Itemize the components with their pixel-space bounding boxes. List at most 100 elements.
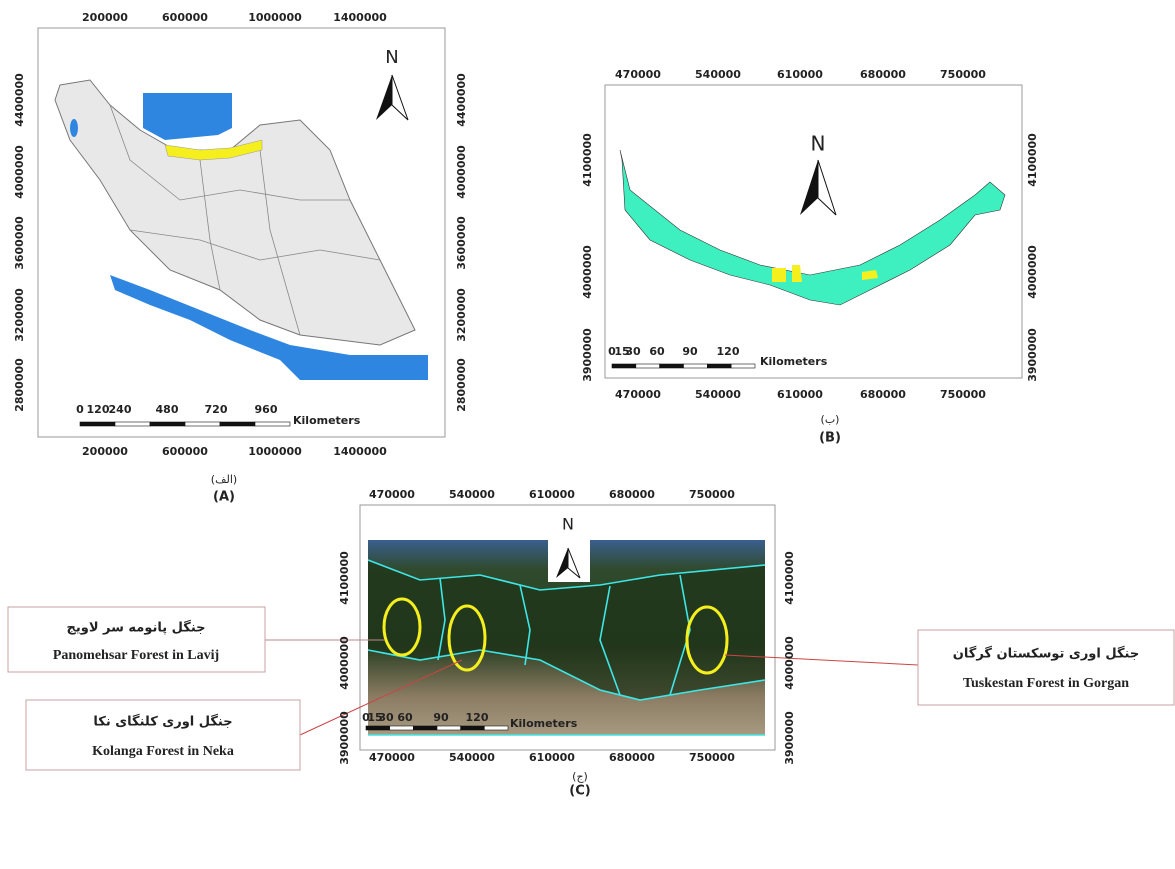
y-tick-label: 4000000 bbox=[581, 245, 594, 299]
scale-bar bbox=[80, 422, 115, 426]
y-tick-label: 3600000 bbox=[13, 216, 26, 270]
x-tick-label: 1400000 bbox=[333, 11, 387, 24]
y-tick-label: 4100000 bbox=[338, 551, 351, 605]
scale-bar bbox=[185, 422, 220, 426]
scale-bar bbox=[731, 364, 755, 368]
y-tick-label: 4000000 bbox=[338, 636, 351, 690]
scale-label: 90 bbox=[433, 711, 449, 724]
x-tick-label: 1000000 bbox=[248, 445, 302, 458]
x-tick-label: 680000 bbox=[860, 388, 906, 401]
country bbox=[55, 80, 415, 345]
scale-unit: Kilometers bbox=[293, 414, 361, 427]
scale-label: 120 bbox=[87, 403, 110, 416]
study-area bbox=[792, 265, 802, 282]
x-tick-label: 610000 bbox=[529, 751, 575, 764]
study-area bbox=[772, 268, 786, 282]
y-tick-label: 4100000 bbox=[1026, 133, 1039, 187]
y-tick-label: 4000000 bbox=[455, 145, 468, 199]
x-tick-label: 540000 bbox=[449, 751, 495, 764]
scale-bar bbox=[612, 364, 636, 368]
scale-bar bbox=[150, 422, 185, 426]
x-tick-label: 610000 bbox=[529, 488, 575, 501]
scale-label: 0 bbox=[76, 403, 84, 416]
caption-en: (B) bbox=[819, 431, 841, 446]
y-tick-label: 3200000 bbox=[455, 288, 468, 342]
scale-bar bbox=[115, 422, 150, 426]
caption-fa: (ب) bbox=[821, 413, 840, 426]
sea bbox=[143, 93, 232, 140]
y-tick-label: 2800000 bbox=[455, 358, 468, 412]
scale-label: 60 bbox=[649, 345, 665, 358]
x-tick-label: 750000 bbox=[689, 488, 735, 501]
x-tick-label: 540000 bbox=[695, 388, 741, 401]
scale-label: 90 bbox=[682, 345, 698, 358]
y-tick-label: 4000000 bbox=[1026, 245, 1039, 299]
figure: N N N جنگل پانومه سر لاویج Panomehsar Fo… bbox=[0, 0, 1175, 865]
x-tick-label: 540000 bbox=[449, 488, 495, 501]
north-arrow bbox=[376, 75, 392, 120]
scale-label: 60 bbox=[397, 711, 413, 724]
callout-box bbox=[918, 630, 1174, 705]
x-tick-label: 750000 bbox=[940, 68, 986, 81]
scale-label: 480 bbox=[156, 403, 179, 416]
north-arrow bbox=[392, 75, 408, 120]
scale-bar bbox=[413, 726, 437, 730]
y-tick-label: 4100000 bbox=[581, 133, 594, 187]
x-tick-label: 680000 bbox=[609, 488, 655, 501]
callout-fa: جنگل اوری کلنگای نکا bbox=[93, 714, 232, 730]
y-tick-label: 3900000 bbox=[1026, 328, 1039, 382]
scale-bar bbox=[220, 422, 255, 426]
y-tick-label: 3900000 bbox=[783, 711, 796, 765]
callout-fa: جنگل اوری توسکستان گرگان bbox=[953, 646, 1139, 662]
x-tick-label: 610000 bbox=[777, 68, 823, 81]
north-label: N bbox=[811, 132, 826, 156]
y-tick-label: 4400000 bbox=[455, 73, 468, 127]
x-tick-label: 680000 bbox=[860, 68, 906, 81]
callout-box bbox=[26, 700, 300, 770]
callout-en: Panomehsar Forest in Lavij bbox=[53, 648, 219, 663]
scale-label: 30 bbox=[625, 345, 641, 358]
caption-en: (C) bbox=[569, 784, 590, 799]
x-tick-label: 1000000 bbox=[248, 11, 302, 24]
scale-label: 960 bbox=[255, 403, 278, 416]
x-tick-label: 750000 bbox=[940, 388, 986, 401]
scale-label: 720 bbox=[205, 403, 228, 416]
scale-label: 30 bbox=[378, 711, 394, 724]
scale-bar bbox=[390, 726, 414, 730]
callout-en: Tuskestan Forest in Gorgan bbox=[963, 676, 1129, 691]
x-tick-label: 600000 bbox=[162, 11, 208, 24]
scale-unit: Kilometers bbox=[760, 355, 828, 368]
x-tick-label: 1400000 bbox=[333, 445, 387, 458]
scale-label: 120 bbox=[717, 345, 740, 358]
province bbox=[620, 150, 1005, 305]
scale-label: 120 bbox=[466, 711, 489, 724]
y-tick-label: 4000000 bbox=[13, 145, 26, 199]
north-arrow bbox=[800, 160, 818, 215]
north-label: N bbox=[562, 515, 574, 534]
scale-bar bbox=[437, 726, 461, 730]
x-tick-label: 610000 bbox=[777, 388, 823, 401]
scale-bar bbox=[636, 364, 660, 368]
y-tick-label: 3900000 bbox=[338, 711, 351, 765]
scale-bar bbox=[255, 422, 290, 426]
scale-bar bbox=[684, 364, 708, 368]
y-tick-label: 4100000 bbox=[783, 551, 796, 605]
north-label: N bbox=[385, 47, 398, 68]
y-tick-label: 2800000 bbox=[13, 358, 26, 412]
lake bbox=[70, 119, 78, 137]
x-tick-label: 600000 bbox=[162, 445, 208, 458]
y-tick-label: 4000000 bbox=[783, 636, 796, 690]
x-tick-label: 470000 bbox=[369, 751, 415, 764]
x-tick-label: 470000 bbox=[615, 68, 661, 81]
y-tick-label: 3600000 bbox=[455, 216, 468, 270]
caption-en: (A) bbox=[213, 490, 235, 505]
scale-bar bbox=[484, 726, 508, 730]
x-tick-label: 540000 bbox=[695, 68, 741, 81]
north-arrow bbox=[818, 160, 836, 215]
callout-en: Kolanga Forest in Neka bbox=[92, 744, 234, 759]
y-tick-label: 3200000 bbox=[13, 288, 26, 342]
scale-bar bbox=[366, 726, 390, 730]
x-tick-label: 680000 bbox=[609, 751, 655, 764]
x-tick-label: 470000 bbox=[615, 388, 661, 401]
y-tick-label: 3900000 bbox=[581, 328, 594, 382]
